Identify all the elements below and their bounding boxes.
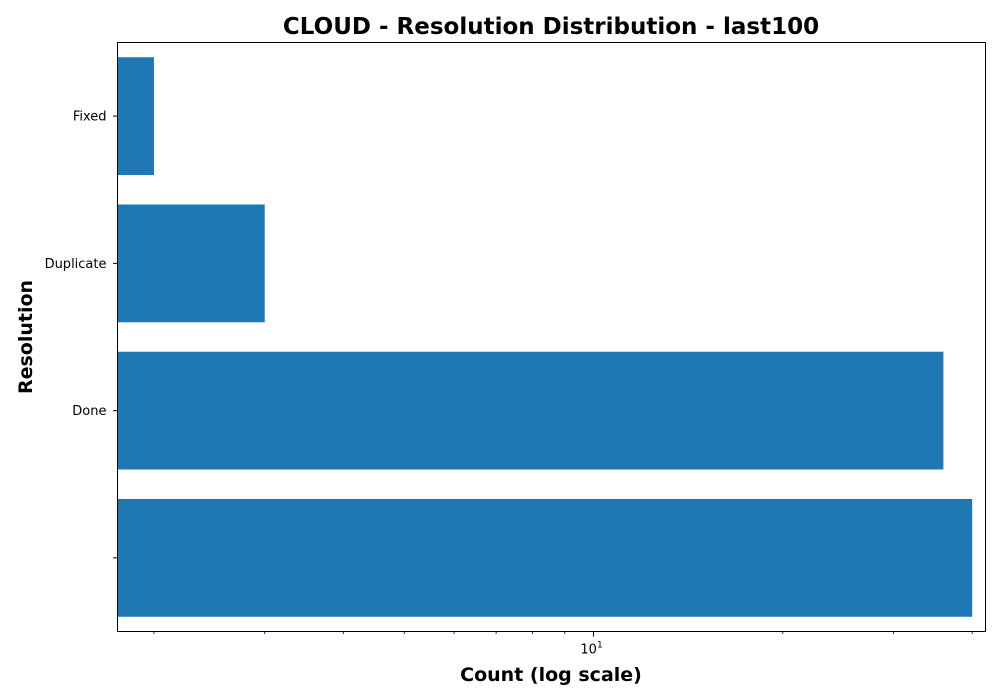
y-tick-label-duplicate: Duplicate (45, 257, 107, 272)
bar-fixed (117, 57, 154, 176)
bar-unlabeled (117, 498, 973, 617)
plot-frame (117, 42, 986, 632)
x-axis-label: Count (log scale) (460, 664, 642, 686)
bar-duplicate (117, 204, 265, 323)
chart-title: CLOUD - Resolution Distribution - last10… (283, 14, 819, 40)
y-tick-label-done: Done (72, 404, 106, 419)
y-axis-label: Resolution (15, 280, 37, 394)
bars-layer (117, 57, 973, 617)
y-tick-label-fixed: Fixed (73, 110, 107, 125)
y-axis: Done Duplicate Fixed (45, 110, 118, 559)
x-tick-label-10: 101 (580, 641, 602, 658)
x-axis: 101 (153, 631, 973, 658)
bar-done (117, 351, 944, 470)
